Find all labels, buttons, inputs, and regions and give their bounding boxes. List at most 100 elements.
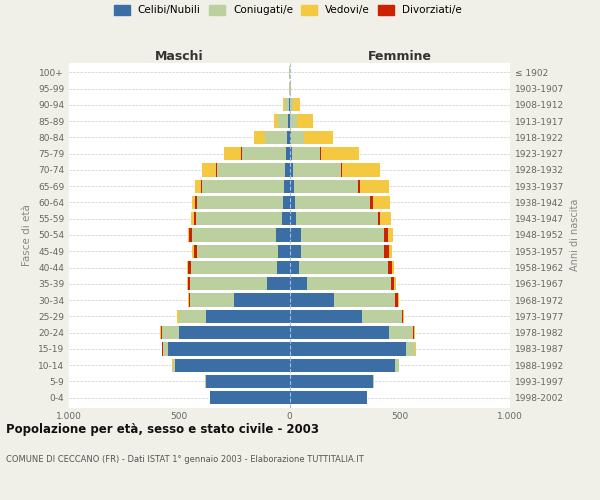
Bar [161, 326, 179, 340]
Bar [290, 196, 295, 209]
Legend: Celibi/Nubili, Coniugati/e, Vedovi/e, Divorziati/e: Celibi/Nubili, Coniugati/e, Vedovi/e, Di… [114, 5, 462, 15]
Bar [217, 163, 285, 176]
Bar [194, 212, 196, 226]
Bar [268, 277, 290, 290]
Bar [290, 261, 299, 274]
Bar [179, 326, 290, 340]
Bar [160, 326, 161, 340]
Bar [241, 147, 242, 160]
Bar [388, 261, 392, 274]
Bar [295, 196, 370, 209]
Bar [202, 180, 284, 193]
Text: Maschi: Maschi [155, 50, 203, 64]
Bar [175, 358, 290, 372]
Bar [191, 261, 277, 274]
Bar [294, 180, 358, 193]
Bar [394, 277, 396, 290]
Bar [290, 147, 292, 160]
Bar [290, 212, 296, 226]
Bar [290, 98, 293, 112]
Bar [197, 244, 278, 258]
Bar [391, 277, 394, 290]
Bar [360, 180, 389, 193]
Bar [373, 375, 374, 388]
Bar [290, 228, 301, 241]
Bar [293, 98, 300, 112]
Bar [168, 342, 290, 355]
Bar [188, 277, 190, 290]
Bar [301, 228, 385, 241]
Text: Femmine: Femmine [368, 50, 432, 64]
Bar [278, 244, 290, 258]
Bar [284, 98, 289, 112]
Bar [385, 228, 388, 241]
Bar [189, 228, 193, 241]
Bar [402, 310, 403, 323]
Bar [224, 147, 241, 160]
Bar [178, 310, 179, 323]
Bar [296, 212, 378, 226]
Bar [276, 228, 290, 241]
Bar [173, 358, 175, 372]
Bar [290, 310, 362, 323]
Bar [389, 326, 413, 340]
Bar [395, 358, 398, 372]
Bar [285, 163, 290, 176]
Bar [278, 114, 289, 128]
Bar [242, 147, 286, 160]
Bar [190, 294, 235, 307]
Bar [215, 163, 217, 176]
Bar [277, 261, 290, 274]
Y-axis label: Anni di nascita: Anni di nascita [569, 199, 580, 271]
Bar [192, 196, 195, 209]
Bar [290, 130, 304, 144]
Bar [197, 196, 283, 209]
Bar [290, 163, 293, 176]
Bar [413, 326, 415, 340]
Bar [389, 244, 392, 258]
Bar [194, 244, 197, 258]
Bar [282, 212, 290, 226]
Bar [193, 244, 194, 258]
Bar [290, 342, 406, 355]
Bar [195, 196, 197, 209]
Bar [265, 130, 287, 144]
Bar [292, 147, 320, 160]
Bar [283, 98, 284, 112]
Bar [320, 147, 321, 160]
Bar [370, 196, 373, 209]
Bar [187, 261, 188, 274]
Bar [179, 310, 206, 323]
Bar [362, 310, 402, 323]
Bar [290, 180, 294, 193]
Bar [290, 82, 291, 95]
Bar [202, 163, 215, 176]
Y-axis label: Fasce di età: Fasce di età [22, 204, 32, 266]
Bar [395, 294, 398, 307]
Bar [189, 294, 190, 307]
Bar [286, 147, 290, 160]
Bar [304, 130, 333, 144]
Bar [290, 375, 373, 388]
Bar [274, 114, 278, 128]
Bar [290, 294, 334, 307]
Bar [194, 180, 202, 193]
Bar [290, 358, 395, 372]
Bar [254, 130, 265, 144]
Bar [188, 294, 189, 307]
Bar [388, 228, 393, 241]
Bar [206, 375, 290, 388]
Bar [196, 212, 282, 226]
Bar [235, 294, 290, 307]
Bar [289, 82, 290, 95]
Bar [341, 163, 343, 176]
Text: COMUNE DI CECCANO (FR) - Dati ISTAT 1° gennaio 2003 - Elaborazione TUTTITALIA.IT: COMUNE DI CECCANO (FR) - Dati ISTAT 1° g… [6, 455, 364, 464]
Bar [334, 294, 395, 307]
Bar [403, 310, 404, 323]
Bar [289, 114, 290, 128]
Bar [290, 114, 297, 128]
Bar [380, 212, 391, 226]
Bar [187, 277, 188, 290]
Bar [358, 180, 360, 193]
Bar [193, 228, 276, 241]
